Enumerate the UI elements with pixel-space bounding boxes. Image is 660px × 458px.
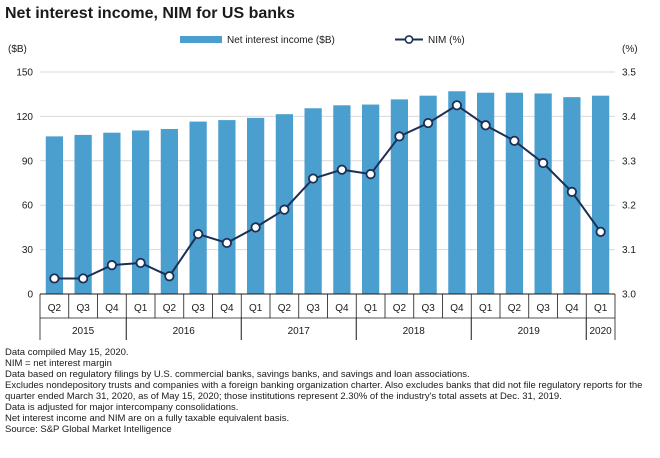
nim-point	[164, 271, 175, 282]
nim-point	[279, 204, 290, 215]
quarter-label: Q2	[508, 303, 522, 314]
quarter-label: Q1	[594, 303, 608, 314]
quarter-label: Q1	[479, 303, 493, 314]
chart-title: Net interest income, NIM for US banks	[5, 5, 295, 22]
year-label: 2019	[518, 326, 541, 337]
left-tick-label: 0	[27, 290, 33, 301]
year-label: 2015	[72, 326, 95, 337]
left-tick-label: 120	[16, 112, 33, 123]
nim-point	[566, 186, 577, 197]
quarter-label: Q1	[134, 303, 148, 314]
bar	[132, 130, 150, 294]
bar	[534, 93, 552, 295]
quarter-label: Q4	[565, 303, 579, 314]
bar	[419, 95, 437, 295]
bar	[477, 92, 495, 294]
right-tick-label: 3.1	[622, 245, 636, 256]
nim-point	[394, 131, 405, 142]
year-label: 2016	[173, 326, 196, 337]
note-line: Data based on regulatory filings by U.S.…	[5, 369, 470, 380]
bar	[390, 99, 408, 294]
nim-point	[78, 273, 89, 284]
bar	[189, 121, 207, 294]
nim-point	[423, 117, 434, 129]
nim-point	[509, 135, 520, 146]
quarter-label: Q4	[450, 303, 464, 314]
bar	[333, 105, 351, 294]
legend-swatch-marker	[404, 35, 414, 44]
right-tick-label: 3.0	[622, 290, 636, 301]
legend-swatch-bar	[180, 36, 222, 43]
left-tick-label: 60	[22, 201, 34, 212]
bar	[275, 114, 293, 295]
year-label: 2017	[288, 326, 311, 337]
left-tick-label: 90	[22, 156, 34, 167]
year-label: 2018	[403, 326, 426, 337]
bar	[304, 108, 322, 294]
nim-point	[250, 222, 261, 233]
note-line: Net interest income and NIM are on a ful…	[5, 413, 290, 424]
quarter-label: Q4	[335, 303, 349, 314]
quarter-label: Q2	[48, 303, 62, 314]
quarter-label: Q3	[76, 303, 90, 314]
quarter-label: Q2	[393, 303, 407, 314]
bar	[448, 91, 466, 295]
quarter-label: Q4	[220, 303, 234, 314]
quarter-label: Q3	[536, 303, 550, 314]
nim-point	[308, 173, 319, 184]
note-line: Excludes nondepository trusts and compan…	[5, 380, 643, 402]
bar	[218, 120, 236, 294]
quarter-label: Q3	[421, 303, 435, 314]
nim-point	[365, 169, 376, 180]
quarter-label: Q2	[163, 303, 177, 314]
bar	[505, 92, 523, 294]
left-tick-label: 30	[22, 245, 34, 256]
quarter-label: Q1	[249, 303, 263, 314]
right-tick-label: 3.5	[622, 68, 636, 79]
note-line: Data compiled May 15, 2020.	[5, 347, 129, 358]
nim-point	[106, 260, 117, 271]
quarter-label: Q1	[364, 303, 378, 314]
nim-point	[538, 157, 549, 169]
right-tick-label: 3.3	[622, 156, 636, 167]
chart-svg: 0 30 60 90 120 150 3.0 3.1 3.2 3.3 3.4 3.5 ($B) (%) Q2…	[8, 35, 638, 340]
right-axis-label: (%)	[622, 44, 638, 55]
nim-line	[54, 104, 602, 280]
bar	[74, 134, 92, 294]
nim-point	[193, 228, 204, 240]
legend-label-line: NIM (%)	[428, 35, 465, 46]
nim-point	[221, 237, 232, 249]
bar	[45, 136, 63, 294]
quarter-label: Q2	[278, 303, 292, 314]
chart-notes: Data compiled May 15, 2020. NIM = net in…	[5, 347, 655, 435]
nim-point	[451, 100, 462, 111]
nim-point	[336, 164, 347, 175]
note-line: NIM = net interest margin	[5, 358, 112, 369]
nim-point	[135, 257, 146, 269]
bar	[247, 117, 265, 294]
quarter-label: Q4	[105, 303, 119, 314]
nim-point	[49, 273, 60, 284]
quarter-label: Q3	[191, 303, 205, 314]
note-line: Source: S&P Global Market Intelligence	[5, 424, 172, 435]
nim-point	[595, 226, 606, 237]
year-label: 2020	[590, 326, 613, 337]
right-tick-label: 3.4	[622, 112, 636, 123]
bar	[160, 128, 178, 294]
bar	[103, 132, 121, 294]
right-tick-label: 3.2	[622, 201, 636, 212]
left-tick-label: 150	[16, 68, 33, 79]
quarter-label: Q3	[306, 303, 320, 314]
left-axis-label: ($B)	[8, 44, 27, 55]
nim-point	[480, 120, 491, 131]
note-line: Data is adjusted for major intercompany …	[5, 402, 239, 413]
bar	[362, 104, 380, 294]
bar	[592, 95, 610, 295]
legend-label-bar: Net interest income ($B)	[227, 35, 335, 46]
